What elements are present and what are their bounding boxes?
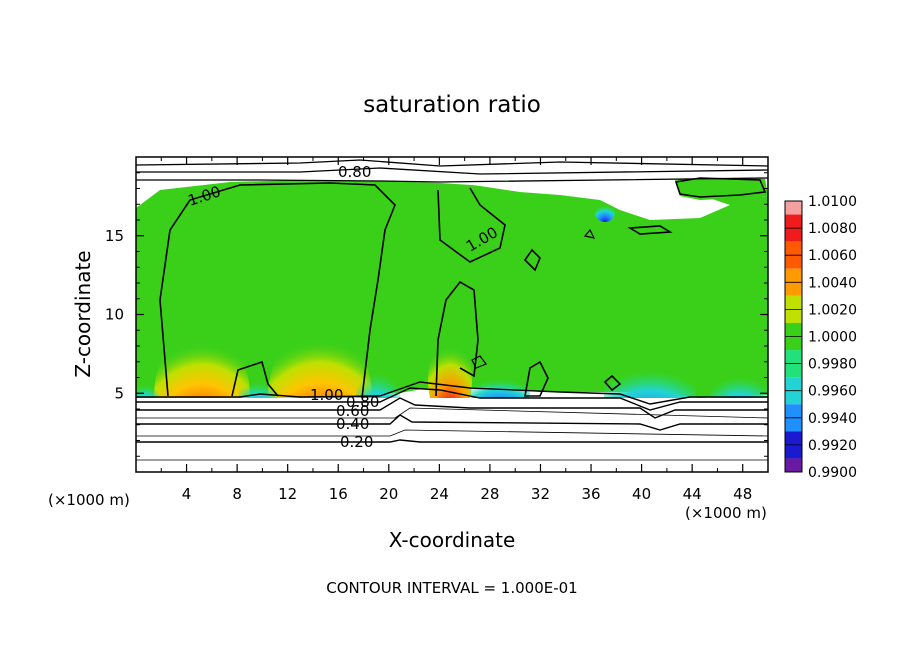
colorbar-swatch	[785, 350, 802, 364]
x-axis: 4 8 12 16 20 24 28 32 36 40 44 48	[160, 157, 752, 503]
colorbar-swatch	[785, 322, 802, 337]
y-axis: 5 10 15	[105, 172, 768, 457]
colorbar-label: 1.0020	[808, 302, 857, 318]
contour-interval-note: CONTOUR INTERVAL = 1.000E-01	[326, 579, 577, 597]
colorbar-swatch	[785, 268, 802, 283]
colorbar-swatch	[785, 336, 802, 351]
cold-patch	[595, 202, 615, 222]
contour-label: 0.20	[340, 433, 373, 451]
x-tick-label: 12	[278, 485, 297, 503]
colorbar-label: 0.9940	[808, 411, 857, 427]
colorbar-swatch	[785, 295, 802, 310]
colorbar-swatch	[785, 404, 802, 418]
heatmap-field	[136, 157, 768, 472]
contour-label: 0.80	[346, 393, 379, 411]
contour-label: 0.40	[336, 415, 369, 433]
colorbar: 1.0100 1.0080 1.0060 1.0040 1.0020 1.0000 0.99…	[784, 194, 857, 481]
y-tick-label: 10	[105, 306, 124, 324]
chart-title: saturation ratio	[363, 92, 541, 118]
colorbar-swatch	[785, 255, 802, 269]
x-tick-label: 40	[632, 485, 651, 503]
x-unit-label-right: (×1000 m)	[685, 504, 767, 522]
colorbar-swatch	[785, 282, 802, 296]
x-tick-label: 28	[480, 485, 499, 503]
contour-label: 0.60	[336, 402, 369, 420]
colorbar-label: 0.9980	[808, 357, 857, 373]
colorbar-swatch	[785, 431, 802, 445]
contour-labels: 0.80 1.00 1.00 1.00 0.80 0.60 0.40 0.20	[186, 163, 501, 451]
x-tick-label: 36	[581, 485, 600, 503]
colorbar-swatch	[785, 309, 802, 323]
x-tick-label: 24	[430, 485, 449, 503]
colorbar-label: 1.0000	[808, 330, 857, 346]
x-tick-label: 16	[329, 485, 348, 503]
colorbar-label: 1.0040	[808, 275, 857, 291]
dry-layer	[136, 157, 768, 179]
colorbar-swatch	[785, 201, 802, 215]
contour-label: 1.00	[310, 386, 343, 404]
x-tick-label: 4	[182, 485, 192, 503]
colorbar-label: 0.9960	[808, 384, 857, 400]
dry-patch	[440, 178, 730, 220]
colorbar-swatch	[785, 228, 802, 242]
colorbar-label: 0.9920	[808, 438, 857, 454]
x-tick-label: 48	[733, 485, 752, 503]
colorbar-swatch	[785, 444, 802, 459]
colorbar-swatch	[785, 390, 802, 405]
colorbar-swatch	[785, 417, 802, 432]
x-tick-label: 32	[531, 485, 550, 503]
colorbar-swatch	[785, 458, 802, 472]
colorbar-swatch	[785, 363, 802, 378]
colorbar-swatch	[785, 241, 802, 256]
x-axis-label: X-coordinate	[389, 528, 516, 552]
colorbar-swatch	[785, 377, 802, 391]
x-tick-label: 8	[232, 485, 242, 503]
colorbar-label: 1.0060	[808, 248, 857, 264]
contour-lines	[136, 159, 768, 461]
y-axis-label: Z-coordinate	[71, 250, 95, 377]
colorbar-label: 1.0100	[808, 194, 857, 210]
colorbar-swatch	[785, 214, 802, 229]
colorbar-label: 1.0080	[808, 221, 857, 237]
x-unit-label-left: (×1000 m)	[48, 491, 130, 509]
contour-label: 0.80	[338, 163, 371, 181]
x-tick-label: 20	[379, 485, 398, 503]
x-tick-label: 44	[683, 485, 702, 503]
y-tick-label: 5	[114, 384, 124, 402]
y-tick-label: 15	[105, 227, 124, 245]
colorbar-label: 0.9900	[808, 465, 857, 481]
